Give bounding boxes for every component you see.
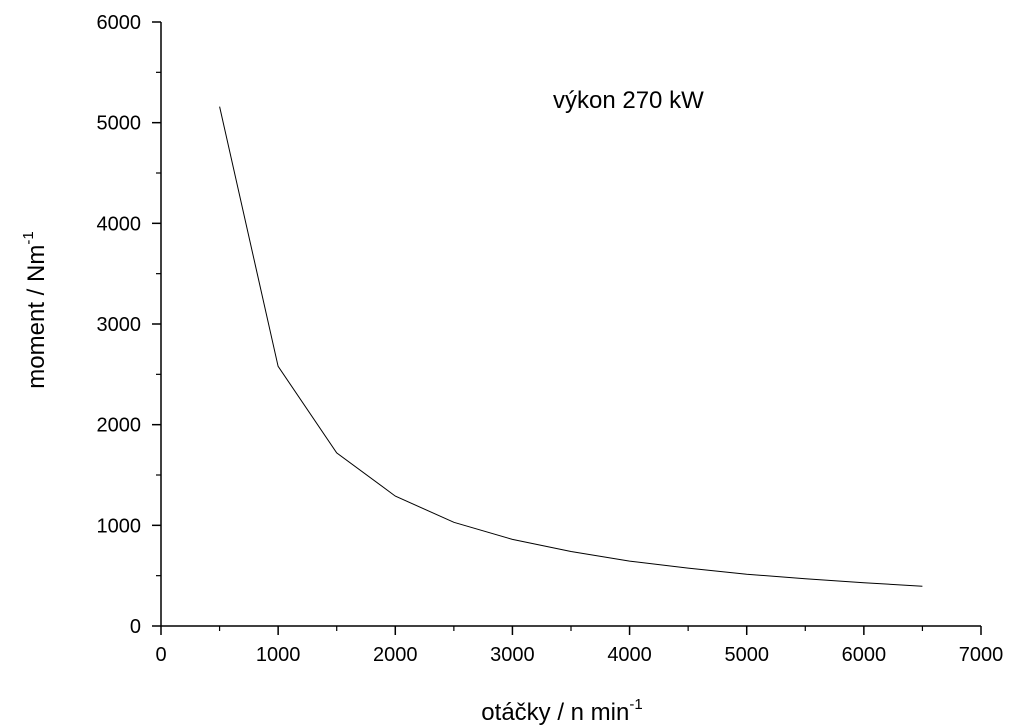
- y-tick-label: 0: [130, 616, 141, 638]
- y-tick-label: 3000: [97, 314, 142, 336]
- torque-curve-line: [219, 106, 923, 587]
- x-tick-label: 4000: [607, 644, 652, 666]
- series-group: [219, 106, 923, 587]
- x-axis-title-superscript: -1: [629, 696, 642, 713]
- x-axis-title: otáčky / n min-1: [481, 696, 642, 725]
- y-tick-label: 5000: [97, 113, 142, 135]
- y-tick-label: 6000: [97, 12, 142, 34]
- x-tick-label: 3000: [490, 644, 535, 666]
- y-tick-label: 1000: [97, 515, 142, 537]
- y-axis-title: moment / Nm-1: [20, 231, 50, 388]
- x-axis-title-text: otáčky / n min: [481, 699, 629, 725]
- x-tick-labels: 0 1000 2000 3000 4000 5000 6000 7000: [155, 644, 1003, 666]
- x-tick-label: 6000: [842, 644, 887, 666]
- y-tick-label: 4000: [97, 213, 142, 235]
- x-tick-label: 0: [155, 644, 166, 666]
- y-axis-title-text: moment / Nm: [23, 245, 50, 389]
- y-axis-title-superscript: -1: [20, 231, 37, 244]
- power-annotation: výkon 270 kW: [553, 87, 704, 114]
- y-ticks: [152, 21, 161, 627]
- x-tick-label: 2000: [373, 644, 418, 666]
- x-tick-label: 7000: [959, 644, 1004, 666]
- y-tick-label: 2000: [97, 415, 142, 437]
- x-ticks: [160, 626, 982, 635]
- x-tick-label: 5000: [724, 644, 769, 666]
- y-tick-labels: 0 1000 2000 3000 4000 5000 6000: [97, 12, 142, 638]
- x-tick-label: 1000: [256, 644, 301, 666]
